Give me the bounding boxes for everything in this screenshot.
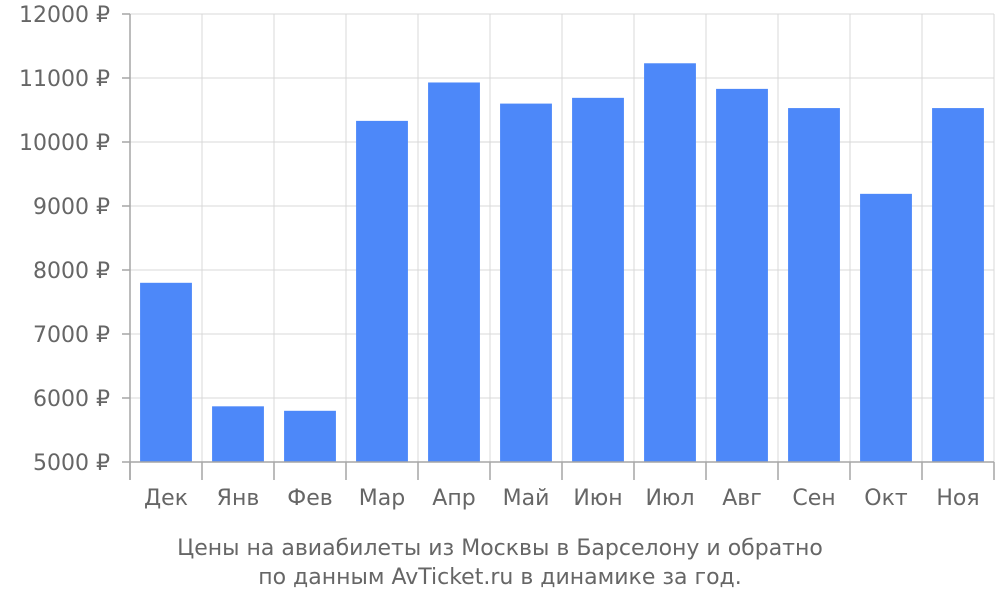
x-tick-label: Июн: [573, 486, 622, 511]
bar-12: [932, 108, 984, 462]
bar-9: [716, 88, 768, 462]
bar-7: [572, 97, 624, 462]
x-tick-label: Ноя: [936, 486, 979, 511]
y-tick-label: 10000 ₽: [19, 131, 110, 156]
chart-caption-line-1: Цены на авиабилеты из Москвы в Барселону…: [177, 536, 823, 561]
bar-1: [140, 282, 192, 462]
y-tick-label: 5000 ₽: [33, 451, 110, 476]
x-tick-label: Июл: [645, 486, 694, 511]
bar-2: [212, 406, 264, 462]
axis-layer: [122, 13, 995, 480]
y-tick-label: 8000 ₽: [33, 259, 110, 284]
bar-8: [644, 63, 696, 462]
x-axis-tick-labels: Дек Янв Фев Мар Апр Май Июн Июл Авг Сен Окт Ноя: [144, 486, 980, 511]
grid-layer: [130, 13, 995, 463]
y-axis-tick-labels: 5000 ₽ 6000 ₽ 7000 ₽ 8000 ₽ 9000 ₽ 10000 ₽ 110…: [19, 3, 110, 476]
y-tick-label: 6000 ₽: [33, 387, 110, 412]
x-tick-label: Мар: [359, 486, 405, 511]
bar-4: [356, 120, 408, 462]
x-tick-label: Сен: [792, 486, 835, 511]
bars-layer: [140, 63, 984, 462]
x-tick-label: Апр: [432, 486, 475, 511]
bar-11: [860, 193, 912, 462]
y-tick-label: 12000 ₽: [19, 3, 110, 28]
x-tick-label: Фев: [287, 486, 332, 511]
bar-10: [788, 108, 840, 462]
y-tick-label: 11000 ₽: [19, 67, 110, 92]
bar-5: [428, 82, 480, 462]
y-tick-label: 9000 ₽: [33, 195, 110, 220]
bar-6: [500, 103, 552, 462]
x-tick-label: Май: [503, 486, 550, 511]
bar-3: [284, 410, 336, 462]
y-tick-label: 7000 ₽: [33, 323, 110, 348]
x-tick-label: Дек: [144, 486, 188, 511]
x-tick-label: Янв: [217, 486, 260, 511]
chart-caption-line-2: по данным AvTicket.ru в динамике за год.: [258, 565, 742, 590]
x-tick-label: Авг: [722, 486, 762, 511]
x-tick-label: Окт: [864, 486, 908, 511]
